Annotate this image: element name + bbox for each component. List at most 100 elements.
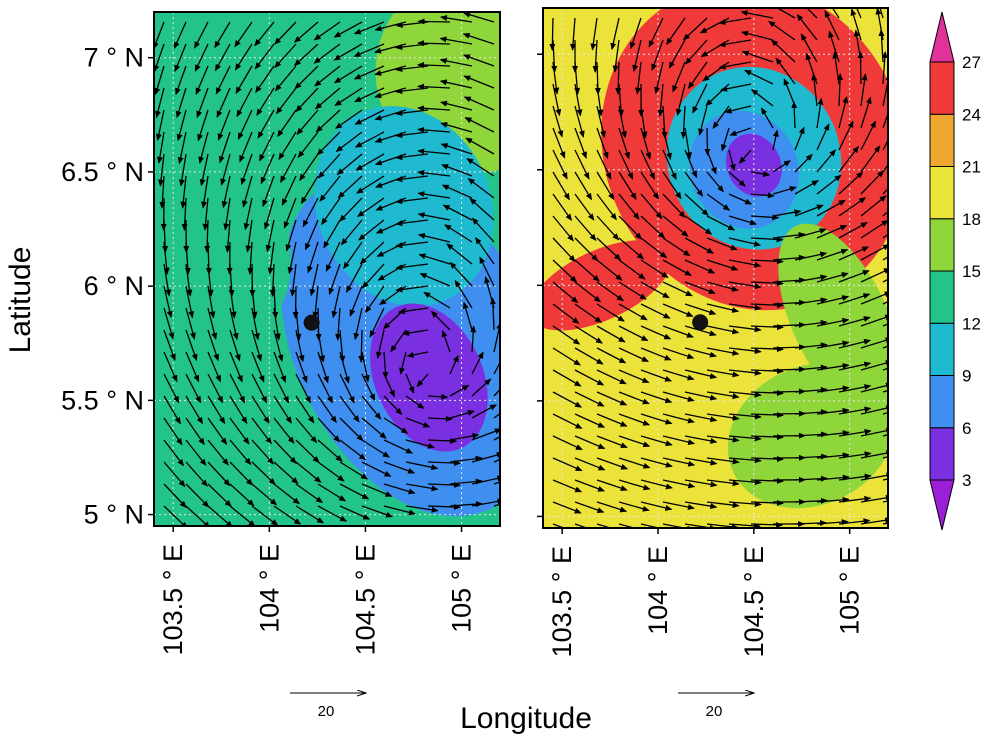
wind-vector [706,501,740,509]
wind-vector [251,505,279,526]
wind-vector [493,436,500,441]
wind-vector [218,131,231,164]
wind-vector [882,111,888,129]
wind-vector [728,479,762,486]
wind-vector [295,439,320,464]
wind-vector [229,285,237,319]
left-y-ticks: 5 ° N 5.5 ° N 6 ° N 6.5 ° N 7 ° N [61,43,154,530]
wind-vector [449,501,483,508]
wind-vector [180,175,187,209]
wind-vector [300,175,319,205]
wind-vector [229,351,243,383]
wind-vector [574,369,605,386]
x-tick-label: 104 ° E [643,546,673,635]
wind-vector [860,96,872,129]
wind-vector [207,351,221,383]
wind-vector [718,61,752,70]
wind-vector [345,263,363,293]
wind-vector [654,61,664,95]
wind-vector [185,351,200,383]
wind-vector [423,291,451,309]
wind-vector [750,324,784,331]
wind-vector [618,83,624,117]
wind-vector [692,83,708,114]
wind-vector [738,149,752,164]
wind-vector [684,259,716,274]
wind-vector [592,39,599,73]
wind-vector [552,281,579,304]
wind-vector [376,329,385,360]
wind-vector [235,65,253,94]
wind-vector [339,417,364,442]
wind-vector [417,233,451,243]
wind-vector [317,461,345,482]
y-tick-label: 5.5 ° N [61,385,144,415]
colorbar-extend-bottom [929,479,955,531]
wind-vector [295,461,322,483]
wind-vector [618,347,649,362]
wind-vector [816,452,850,459]
wind-vector [590,17,598,51]
wind-vector [333,43,363,61]
wind-vector [612,39,620,73]
wind-vector [297,131,319,159]
wind-vector [196,87,209,119]
wind-vector [340,219,363,246]
wind-vector [751,88,774,107]
wind-vector [794,251,828,261]
wind-vector [449,478,483,485]
wind-vector [361,395,382,420]
wind-vector [634,61,642,95]
wind-vector [229,461,254,486]
wind-vector [260,153,275,185]
wind-vector [185,263,193,297]
wind-vector [860,244,888,261]
wind-vector [860,517,888,525]
wind-vector [309,263,319,297]
wind-vector [176,109,187,142]
wind-vector [251,285,258,319]
wind-vector [618,501,650,512]
x-tick-label: 104 ° E [254,544,284,633]
wind-vector [675,83,686,117]
wind-vector [618,391,650,405]
wind-vector [439,36,473,45]
wind-vector [331,285,341,319]
wind-vector [666,17,686,46]
wind-vector [816,474,850,481]
wind-vector [223,197,231,231]
wind-vector [640,369,673,382]
wind-vector [662,303,694,317]
wind-vector [838,197,867,217]
wind-vector [304,219,319,251]
wind-vector [684,391,718,401]
wind-vector [163,461,186,488]
wind-vector [217,109,231,141]
wind-vector [295,307,302,341]
wind-vector [838,428,872,437]
wind-vector [552,237,576,263]
wind-vector [728,303,762,311]
wind-vector [251,307,260,341]
wind-vector [471,404,498,419]
wind-vector [245,219,253,253]
wind-vector [358,219,385,241]
wind-vector [471,217,495,243]
wind-vector [776,8,796,19]
wind-vector [467,178,495,199]
wind-vector [618,325,649,342]
wind-vector [640,391,673,404]
wind-vector [440,143,473,155]
colorbar-label: 21 [962,158,981,177]
wind-vector [449,409,475,419]
wind-vector [772,209,802,217]
wind-vector [750,368,784,375]
wind-vector [295,373,311,404]
wind-vector [354,131,385,148]
wind-vector [640,435,673,447]
wind-vector [596,413,628,427]
wind-vector [824,10,840,41]
wind-vector [662,457,696,467]
wind-vector [596,369,627,385]
wind-vector [682,17,708,41]
